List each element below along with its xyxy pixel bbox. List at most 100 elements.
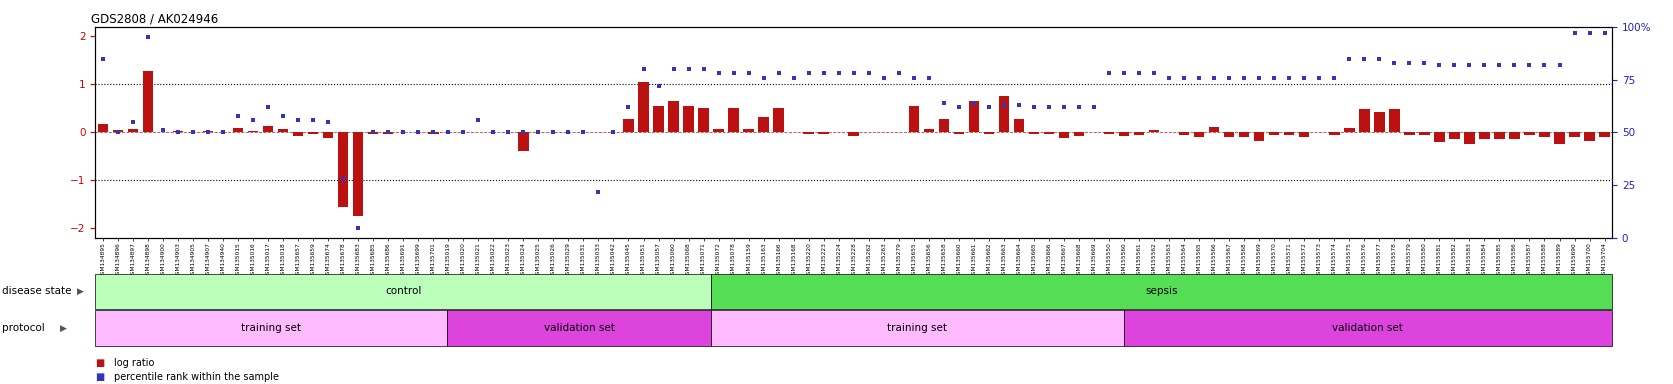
Point [1350, 56, 1377, 62]
Bar [368, 132, 378, 134]
Text: GDS2808 / AK024946: GDS2808 / AK024946 [90, 13, 217, 26]
Point [586, 189, 612, 195]
Point [975, 104, 1002, 110]
Point [734, 70, 761, 76]
Point [555, 129, 582, 136]
Point [1456, 62, 1482, 68]
Point [570, 129, 597, 136]
Point [960, 100, 987, 106]
Bar [1568, 132, 1579, 137]
Bar [233, 127, 243, 132]
Point [209, 129, 236, 136]
Point [1066, 104, 1092, 110]
Bar [353, 132, 363, 217]
Bar [893, 131, 903, 132]
Point [254, 104, 281, 110]
Point [1395, 60, 1422, 66]
Bar [1208, 127, 1218, 132]
Point [900, 74, 927, 81]
Bar [1358, 109, 1369, 132]
Point [780, 74, 806, 81]
Point [330, 176, 356, 182]
Point [1380, 60, 1407, 66]
Bar [1163, 131, 1174, 132]
Point [795, 70, 821, 76]
Bar [1583, 132, 1594, 141]
Point [1036, 104, 1062, 110]
Bar [383, 132, 393, 134]
Point [239, 117, 266, 123]
Bar [1042, 132, 1054, 134]
Bar [984, 132, 994, 134]
Text: ▶: ▶ [77, 287, 84, 296]
Bar [1494, 132, 1504, 139]
Point [1094, 70, 1121, 76]
Bar [1148, 130, 1159, 132]
Bar [683, 106, 693, 132]
Bar [848, 132, 858, 136]
Point [1486, 62, 1512, 68]
Bar [1343, 128, 1353, 132]
Point [1184, 74, 1211, 81]
Text: validation set: validation set [544, 323, 614, 333]
Point [1410, 60, 1437, 66]
Point [1139, 70, 1166, 76]
Point [659, 66, 686, 72]
Bar [1404, 132, 1414, 135]
Bar [1029, 132, 1039, 134]
Point [1305, 74, 1332, 81]
Bar [1509, 132, 1519, 139]
Bar [713, 129, 723, 132]
Text: training set: training set [241, 323, 301, 333]
Bar [1133, 132, 1144, 136]
Point [465, 117, 492, 123]
Bar [278, 129, 288, 132]
Bar [1057, 132, 1069, 138]
Point [1260, 74, 1287, 81]
Point [1501, 62, 1527, 68]
Text: training set: training set [887, 323, 947, 333]
Point [1546, 62, 1573, 68]
Text: ▶: ▶ [60, 323, 67, 333]
Point [480, 129, 507, 136]
Point [870, 74, 897, 81]
Point [525, 129, 552, 136]
Point [450, 129, 477, 136]
Bar [1178, 132, 1188, 136]
Point [224, 113, 251, 119]
Bar [1072, 132, 1084, 136]
Bar [428, 132, 438, 134]
Point [495, 129, 522, 136]
Point [614, 104, 641, 110]
Point [1051, 104, 1077, 110]
Bar [157, 131, 169, 132]
Point [810, 70, 836, 76]
Point [1081, 104, 1108, 110]
Point [990, 102, 1017, 108]
Point [1124, 70, 1151, 76]
Bar [652, 106, 664, 132]
Point [765, 70, 791, 76]
Text: validation set: validation set [1332, 323, 1402, 333]
Point [1576, 30, 1603, 36]
Bar [1014, 119, 1024, 132]
Point [420, 129, 447, 136]
Bar [308, 132, 318, 134]
Bar [999, 96, 1009, 132]
Bar [758, 117, 768, 132]
Bar [1598, 132, 1609, 137]
Text: disease state: disease state [2, 286, 72, 296]
Bar [1118, 132, 1129, 136]
Point [104, 129, 130, 136]
Point [945, 104, 972, 110]
Bar [1464, 132, 1474, 144]
Point [540, 129, 567, 136]
Point [299, 117, 326, 123]
Text: control: control [385, 286, 422, 296]
Bar [863, 131, 873, 132]
Bar [112, 130, 124, 132]
Point [89, 56, 115, 62]
Point [1335, 56, 1362, 62]
Point [1021, 104, 1047, 110]
Point [179, 129, 206, 136]
